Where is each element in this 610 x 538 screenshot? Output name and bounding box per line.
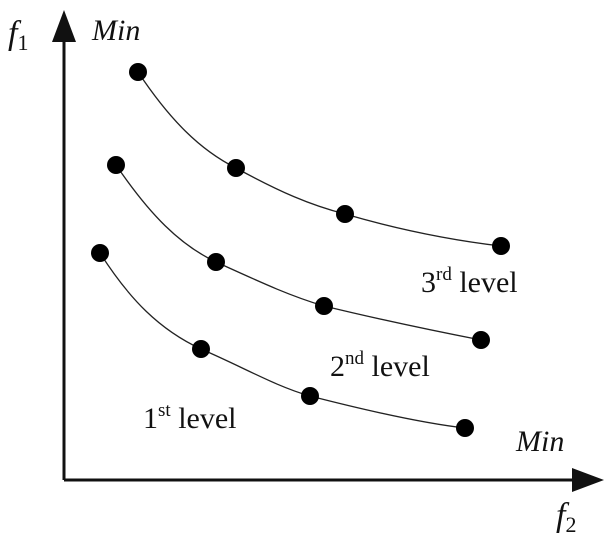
third-level-curve [137,71,502,247]
first-level-point [192,340,210,358]
second-level-point [107,156,125,174]
second-level-point [315,297,333,315]
first-level-point [301,387,319,405]
f2-axis-arrow-icon [572,468,604,492]
third-level-label: 3rd level [421,264,518,299]
f2-axis-label: f2 [556,497,576,537]
first-level-point [456,419,474,437]
first-level-curve [99,252,466,429]
third-level-point [336,205,354,223]
first-level-label: 1st level [143,400,237,435]
second-level-curve [115,164,482,341]
second-level-label: 2nd level [330,348,430,383]
second-level-point [207,253,225,271]
second-level-point [472,331,490,349]
f2-min-label: Min [515,425,564,458]
f1-min-label: Min [91,14,140,47]
third-level-point [492,237,510,255]
f1-axis-arrow-icon [52,10,76,42]
first-level-point [91,244,109,262]
third-level-point [227,159,245,177]
f1-axis-label: f1 [8,15,28,55]
third-level-point [129,63,147,81]
